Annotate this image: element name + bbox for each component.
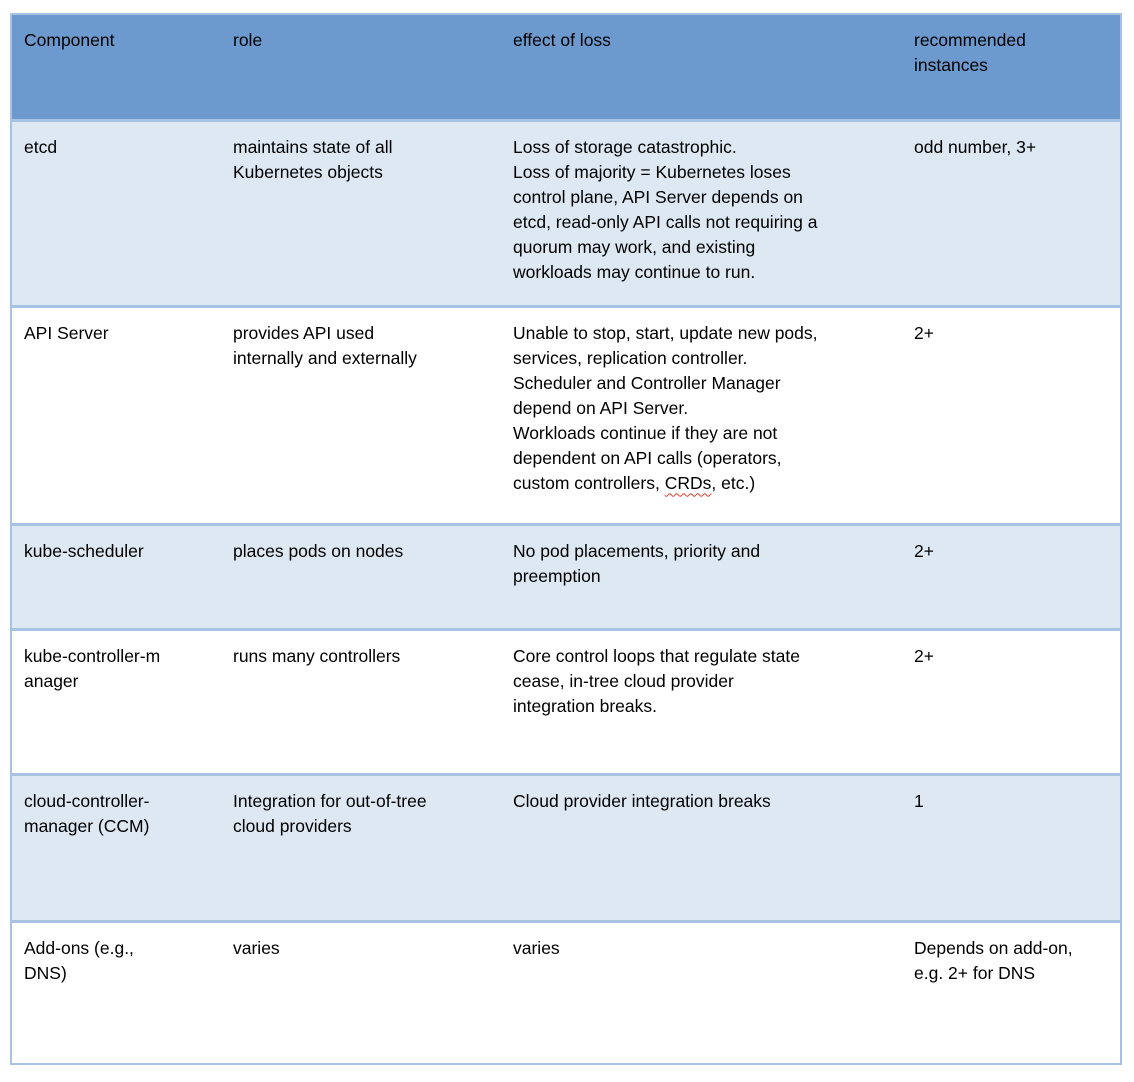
cell-role: provides API used internally and externa… <box>221 304 501 524</box>
cell-effect-of-loss: varies <box>501 919 902 1064</box>
cell-role: maintains state of all Kubernetes object… <box>221 118 501 306</box>
cell-effect-of-loss: Unable to stop, start, update new pods, … <box>501 304 902 524</box>
column-header-component: Component <box>11 14 221 120</box>
misspelled-word-crds: CRDs <box>664 472 712 493</box>
cell-component: etcd <box>11 118 221 306</box>
cell-component: API Server <box>11 304 221 524</box>
table-row-api-server: API Server provides API used internally … <box>11 304 1121 524</box>
cell-effect-of-loss: Loss of storage catastrophic. Loss of ma… <box>501 118 902 306</box>
cell-role: places pods on nodes <box>221 522 501 629</box>
table-row-etcd: etcd maintains state of all Kubernetes o… <box>11 118 1121 306</box>
cell-component: kube-controller-m anager <box>11 627 221 774</box>
column-header-role: role <box>221 14 501 120</box>
cell-role: runs many controllers <box>221 627 501 774</box>
cell-recommended-instances: 2+ <box>902 522 1121 629</box>
cell-recommended-instances: odd number, 3+ <box>902 118 1121 306</box>
column-header-recommended-instances: recommended instances <box>902 14 1121 120</box>
cell-component: Add-ons (e.g., DNS) <box>11 919 221 1064</box>
cell-component: cloud-controller- manager (CCM) <box>11 772 221 921</box>
cell-recommended-instances: Depends on add-on, e.g. 2+ for DNS <box>902 919 1121 1064</box>
cell-component: kube-scheduler <box>11 522 221 629</box>
effect-text: , etc.) <box>711 472 756 493</box>
cell-effect-of-loss: Cloud provider integration breaks <box>501 772 902 921</box>
cell-effect-of-loss: Core control loops that regulate state c… <box>501 627 902 774</box>
table-row-add-ons: Add-ons (e.g., DNS) varies varies Depend… <box>11 919 1121 1064</box>
table-row-kube-scheduler: kube-scheduler places pods on nodes No p… <box>11 522 1121 629</box>
cell-recommended-instances: 2+ <box>902 627 1121 774</box>
column-header-effect-of-loss: effect of loss <box>501 14 902 120</box>
effect-text: Unable to stop, start, update new pods, … <box>513 322 818 493</box>
cell-role: Integration for out-of-tree cloud provid… <box>221 772 501 921</box>
cell-recommended-instances: 2+ <box>902 304 1121 524</box>
table-row-cloud-controller-manager: cloud-controller- manager (CCM) Integrat… <box>11 772 1121 921</box>
cell-effect-of-loss: No pod placements, priority and preempti… <box>501 522 902 629</box>
table-row-kube-controller-manager: kube-controller-m anager runs many contr… <box>11 627 1121 774</box>
table-header-row: Component role effect of loss recommende… <box>11 14 1121 120</box>
cell-recommended-instances: 1 <box>902 772 1121 921</box>
cell-role: varies <box>221 919 501 1064</box>
components-table: Component role effect of loss recommende… <box>10 13 1122 1065</box>
